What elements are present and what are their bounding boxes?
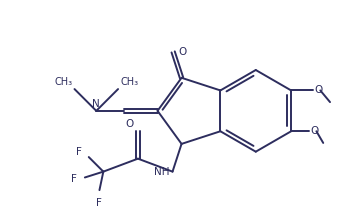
Text: F: F [76, 147, 82, 157]
Text: O: O [178, 47, 186, 57]
Text: O: O [310, 126, 319, 136]
Text: NH: NH [154, 167, 170, 177]
Text: F: F [71, 175, 77, 184]
Text: N: N [92, 99, 100, 109]
Text: F: F [96, 198, 101, 208]
Text: CH₃: CH₃ [55, 77, 73, 87]
Text: CH₃: CH₃ [120, 77, 138, 87]
Text: O: O [314, 85, 323, 96]
Text: O: O [126, 120, 134, 130]
